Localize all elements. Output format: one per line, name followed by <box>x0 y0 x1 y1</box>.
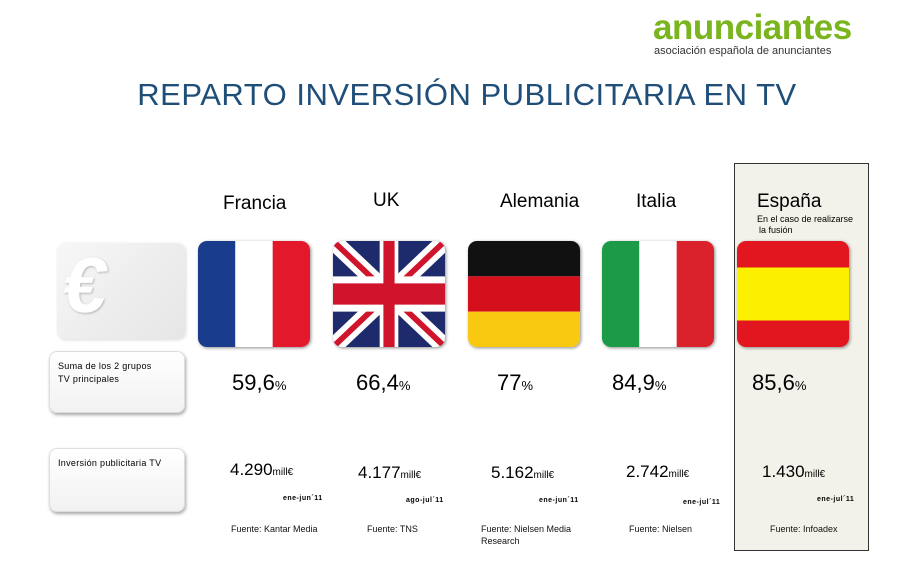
investment-value: 5.162 <box>491 463 534 482</box>
logo-wordmark: anunciantes <box>653 8 852 47</box>
period-alemania: ene-jun´11 <box>539 497 579 504</box>
italy-flag <box>602 241 714 347</box>
period-italia: ene-jul´11 <box>683 499 721 506</box>
share-uk: 66,4% <box>356 372 410 394</box>
share-value: 85,6 <box>752 370 795 395</box>
row-label-share-line2: TV principales <box>58 374 120 385</box>
share-unit: % <box>794 378 807 393</box>
row-label-investment-text: Inversión publicitaria TV <box>58 458 162 468</box>
share-italia: 84,9% <box>612 372 666 394</box>
row-label-share-line1: Suma de los 2 grupos <box>58 361 152 371</box>
france-flag <box>198 241 310 347</box>
investment-unit: mill€ <box>400 470 422 481</box>
period-francia: ene-jun´11 <box>283 495 323 502</box>
share-unit: % <box>654 378 667 393</box>
period-uk: ago-jul´11 <box>406 497 444 504</box>
investment-unit: mill€ <box>668 469 690 480</box>
share-francia: 59,6% <box>232 372 286 394</box>
investment-espana: 1.430mill€ <box>762 463 825 480</box>
share-value: 66,4 <box>356 370 399 395</box>
share-value: 77 <box>497 370 522 395</box>
country-name-espana: España <box>757 191 822 212</box>
source-espana: Fuente: Infoadex <box>770 524 838 534</box>
source-uk: Fuente: TNS <box>367 524 418 534</box>
investment-unit: mill€ <box>804 469 826 480</box>
period-espana: ene-jul´11 <box>817 496 855 503</box>
investment-value: 1.430 <box>762 462 805 481</box>
share-value: 59,6 <box>232 370 275 395</box>
country-name-alemania: Alemania <box>500 191 580 212</box>
investment-value: 4.177 <box>358 463 401 482</box>
investment-alemania: 5.162mill€ <box>491 464 554 481</box>
share-unit: % <box>398 378 411 393</box>
investment-uk: 4.177mill€ <box>358 464 421 481</box>
share-espana: 85,6% <box>752 372 806 394</box>
spain-flag <box>737 241 849 347</box>
country-name-francia: Francia <box>223 193 287 214</box>
investment-italia: 2.742mill€ <box>626 463 689 480</box>
page-title: REPARTO INVERSIÓN PUBLICITARIA EN TV <box>137 77 797 112</box>
row-label-investment: Inversión publicitaria TV <box>49 448 185 512</box>
spain-note-line1: En el caso de realizarse <box>757 214 854 224</box>
source-francia: Fuente: Kantar Media <box>231 524 318 534</box>
source-italia: Fuente: Nielsen <box>629 524 693 534</box>
euro-icon-background <box>57 243 185 339</box>
share-unit: % <box>274 378 287 393</box>
share-unit: % <box>521 378 534 393</box>
logo-subtitle: asociación española de anunciantes <box>654 45 832 57</box>
investment-francia: 4.290mill€ <box>230 461 293 478</box>
share-alemania: 77% <box>497 372 533 394</box>
investment-unit: mill€ <box>533 470 555 481</box>
investment-value: 2.742 <box>626 462 669 481</box>
spain-note: En el caso de realizarse la fusión <box>757 214 853 237</box>
spain-note-line2: la fusión <box>759 225 793 236</box>
source-alemania: Fuente: Nielsen Media Research <box>481 524 572 546</box>
germany-flag <box>468 241 580 347</box>
uk-flag <box>333 241 445 347</box>
country-name-uk: UK <box>373 190 400 211</box>
share-value: 84,9 <box>612 370 655 395</box>
investment-unit: mill€ <box>272 467 294 478</box>
row-label-share: Suma de los 2 grupos TV principales <box>49 351 185 413</box>
spain-highlight-box <box>734 163 869 551</box>
country-name-italia: Italia <box>636 191 677 212</box>
investment-value: 4.290 <box>230 460 273 479</box>
